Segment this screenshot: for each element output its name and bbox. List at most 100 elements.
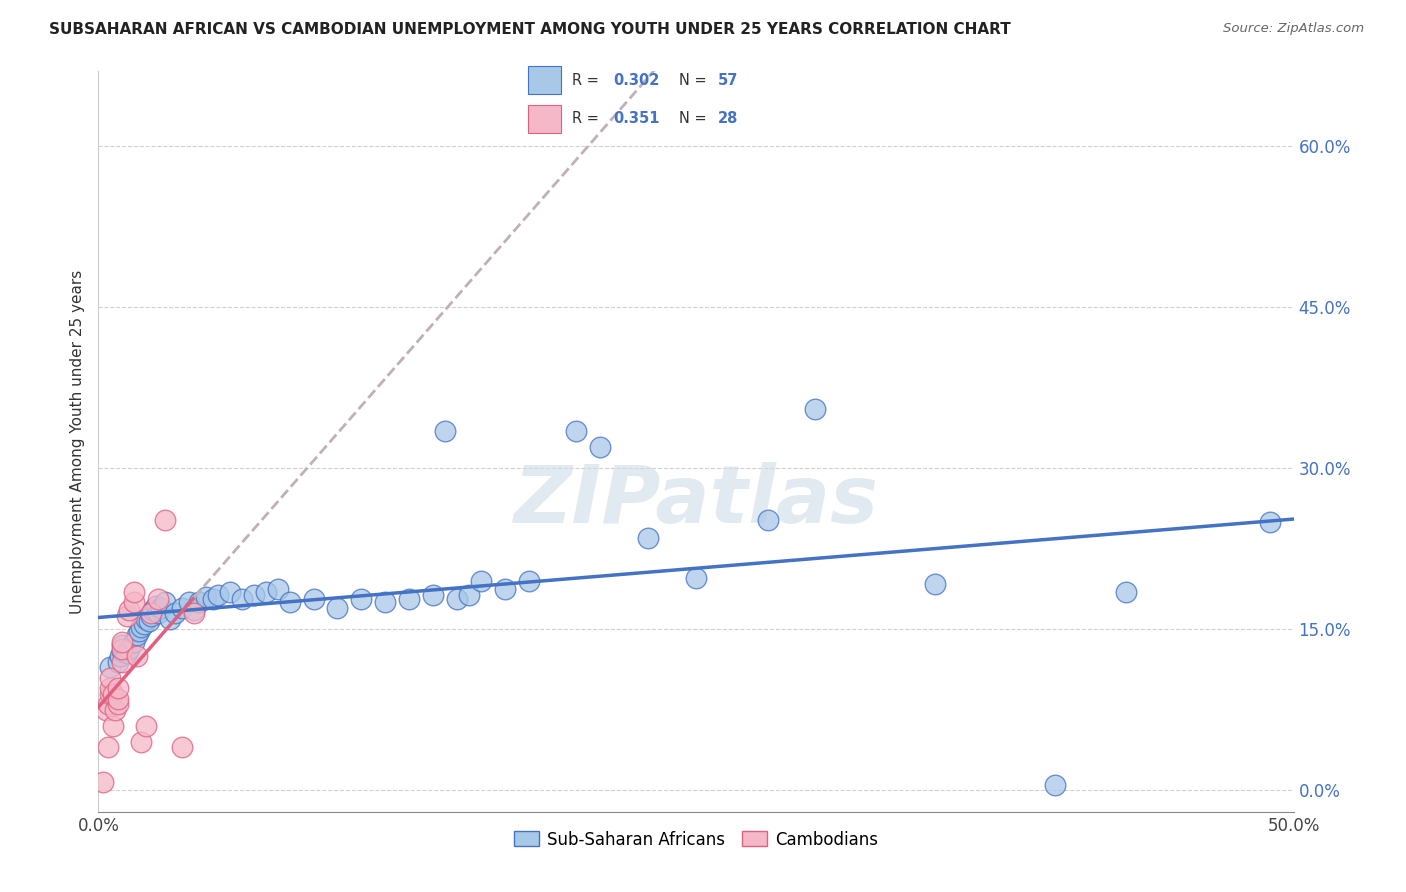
Point [94,703,117,717]
Point [111,644,134,658]
Point [219,584,242,599]
Point [111,655,134,669]
Point [107,681,129,696]
Point [101,719,124,733]
Point [139,609,162,624]
Point [172,600,194,615]
Point [207,588,229,602]
Text: 0.351: 0.351 [613,112,659,127]
Point [202,592,225,607]
Point [101,687,124,701]
Point [589,440,612,454]
Point [135,611,157,625]
Point [1043,778,1066,792]
Point [494,582,516,596]
Point [195,590,218,604]
Point [470,574,492,588]
Point [756,513,779,527]
Point [155,513,177,527]
FancyBboxPatch shape [529,67,561,94]
Point [243,588,266,602]
Point [278,595,301,609]
Point [434,424,457,438]
Point [124,584,146,599]
Point [374,595,396,609]
Point [115,609,138,624]
Point [159,611,181,625]
Point [111,635,134,649]
Point [118,641,141,656]
Point [104,703,127,717]
Point [804,402,827,417]
Point [155,595,177,609]
Legend: Sub-Saharan Africans, Cambodians: Sub-Saharan Africans, Cambodians [508,824,884,855]
Point [107,698,129,712]
Point [148,606,170,620]
Point [179,595,201,609]
Point [131,620,153,634]
Point [254,584,277,599]
Point [128,624,150,639]
Text: 0.302: 0.302 [613,72,659,87]
Text: 28: 28 [717,112,738,127]
Point [118,603,141,617]
FancyBboxPatch shape [529,105,561,133]
Point [142,603,165,617]
Point [124,595,146,609]
Text: R =: R = [572,72,603,87]
Point [458,588,481,602]
Point [685,571,707,585]
Text: N =: N = [679,72,711,87]
Point [97,698,120,712]
Point [924,577,946,591]
Point [139,606,162,620]
Point [111,639,134,653]
Point [163,606,186,620]
Point [422,588,444,602]
Point [172,740,194,755]
Point [125,649,148,664]
Point [267,582,290,596]
Point [446,592,468,607]
Point [326,600,349,615]
Text: N =: N = [679,112,711,127]
Point [131,735,153,749]
Point [91,774,114,789]
Point [231,592,253,607]
Point [187,595,209,609]
Text: R =: R = [572,112,603,127]
Point [637,531,659,545]
Point [138,614,160,628]
Text: 57: 57 [717,72,738,87]
Point [125,628,148,642]
Point [145,599,167,613]
Point [107,655,129,669]
Point [350,592,373,607]
Point [183,603,205,617]
Point [132,616,155,631]
Point [98,660,122,674]
Point [107,692,129,706]
Point [565,424,588,438]
Point [398,592,420,607]
Point [1115,584,1137,599]
Text: SUBSAHARAN AFRICAN VS CAMBODIAN UNEMPLOYMENT AMONG YOUTH UNDER 25 YEARS CORRELAT: SUBSAHARAN AFRICAN VS CAMBODIAN UNEMPLOY… [49,22,1011,37]
Point [98,681,122,696]
Point [135,719,157,733]
Y-axis label: Unemployment Among Youth under 25 years: Unemployment Among Youth under 25 years [70,269,86,614]
Point [148,592,170,607]
Point [1258,515,1281,529]
Point [302,592,325,607]
Point [98,687,122,701]
Point [97,740,120,755]
Point [108,649,131,664]
Point [98,671,122,685]
Point [124,635,146,649]
Text: ZIPatlas: ZIPatlas [513,462,879,540]
Text: Source: ZipAtlas.com: Source: ZipAtlas.com [1223,22,1364,36]
Point [517,574,540,588]
Point [149,600,172,615]
Point [111,641,134,656]
Point [115,646,138,660]
Point [183,606,205,620]
